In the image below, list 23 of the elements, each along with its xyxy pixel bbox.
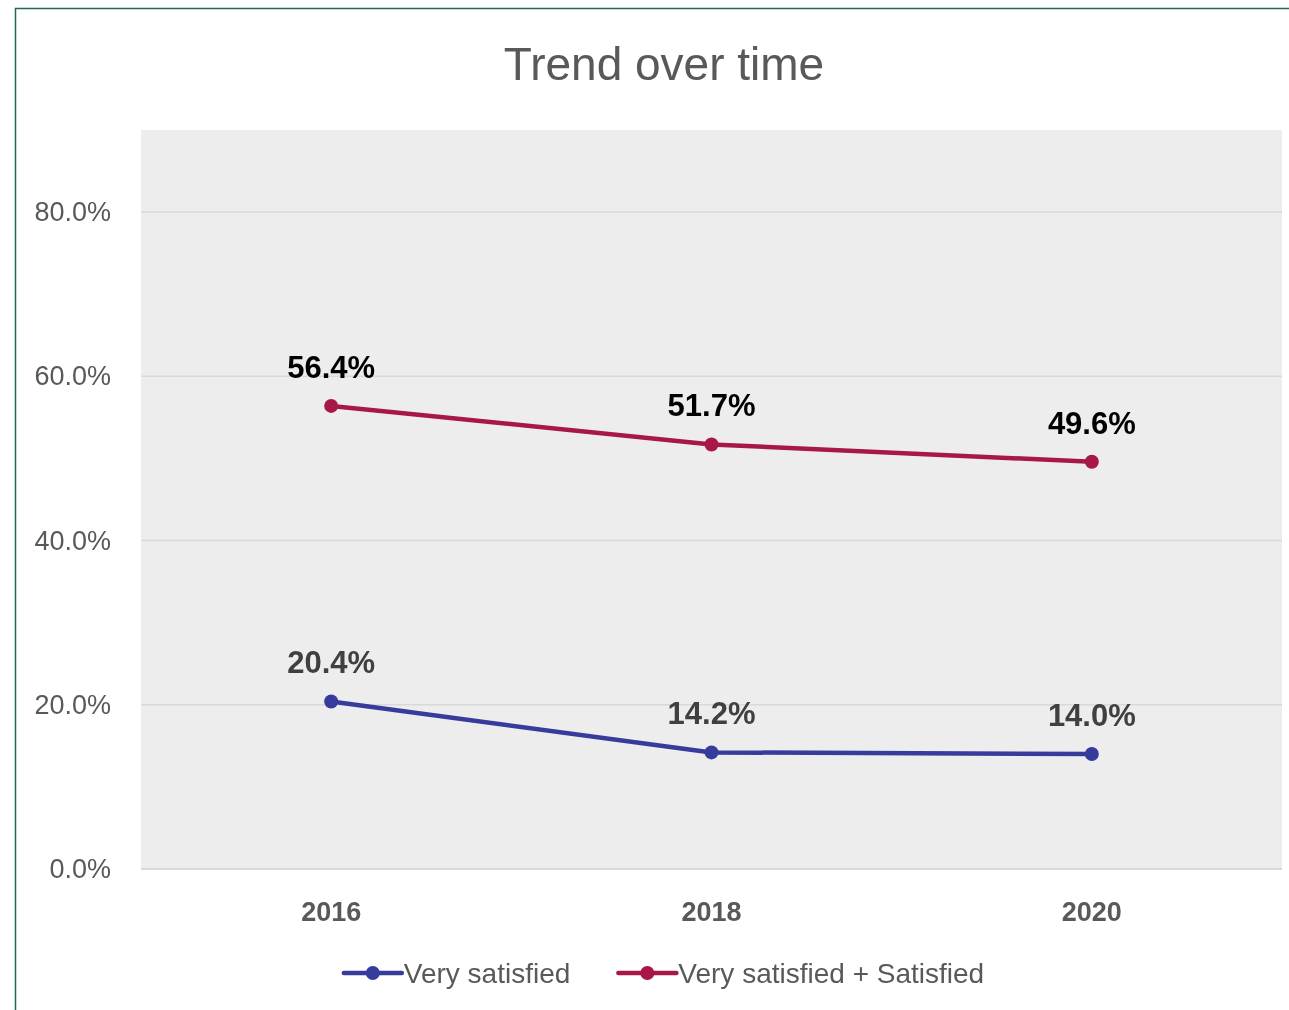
y-tick-label: 60.0% <box>34 361 111 392</box>
y-tick-label: 40.0% <box>34 525 111 556</box>
y-tick-label: 20.0% <box>34 689 111 720</box>
point <box>704 437 719 452</box>
legend-label: Very satisfied + Satisfied <box>678 958 985 989</box>
data-label: 14.0% <box>1047 698 1136 734</box>
data-label: 49.6% <box>1047 405 1136 441</box>
point <box>1084 454 1099 469</box>
legend-label: Very satisfied <box>403 958 571 989</box>
x-tick-label: 2020 <box>1061 897 1122 927</box>
point <box>324 694 339 709</box>
point <box>1084 747 1099 762</box>
data-label: 51.7% <box>667 388 756 424</box>
x-tick-label: 2016 <box>301 897 362 927</box>
data-label: 56.4% <box>287 349 376 385</box>
point <box>324 398 339 413</box>
data-label: 14.2% <box>667 696 756 732</box>
y-tick-label: 80.0% <box>34 197 111 228</box>
x-tick-label: 2018 <box>681 897 742 927</box>
y-tick-label: 0.0% <box>49 854 111 884</box>
chart-title: Trend over time <box>503 38 825 90</box>
point <box>704 745 719 760</box>
data-label: 20.4% <box>287 645 376 681</box>
